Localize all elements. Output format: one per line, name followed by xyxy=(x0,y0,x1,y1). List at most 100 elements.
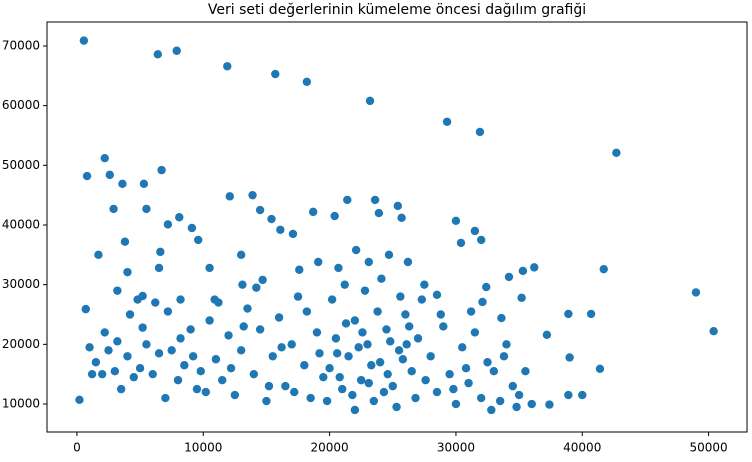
x-tick-label: 10000 xyxy=(184,441,222,455)
point xyxy=(343,195,352,205)
point xyxy=(118,179,127,189)
point xyxy=(281,381,290,391)
point xyxy=(476,393,486,403)
point xyxy=(451,399,461,409)
point xyxy=(344,352,353,361)
point xyxy=(402,340,411,349)
point xyxy=(350,405,360,415)
point xyxy=(75,395,84,405)
point xyxy=(288,229,298,239)
point xyxy=(125,310,135,319)
point xyxy=(109,204,118,214)
point xyxy=(334,263,343,273)
point xyxy=(475,127,485,137)
point xyxy=(370,195,380,205)
point xyxy=(156,247,165,257)
point xyxy=(138,291,147,301)
point xyxy=(255,205,265,215)
y-tick-label: 70000 xyxy=(2,38,40,52)
point xyxy=(176,334,185,343)
point xyxy=(214,298,223,307)
point xyxy=(110,366,120,376)
point xyxy=(225,192,235,201)
point xyxy=(243,304,252,313)
point xyxy=(192,384,202,394)
x-tick-label: 30000 xyxy=(437,441,475,455)
point xyxy=(394,346,404,355)
point xyxy=(530,263,539,272)
point xyxy=(135,364,145,373)
point xyxy=(308,207,318,217)
point xyxy=(100,328,109,337)
point xyxy=(518,266,528,276)
point xyxy=(295,265,304,274)
point xyxy=(271,69,280,79)
point xyxy=(495,396,505,406)
point xyxy=(464,378,473,388)
point xyxy=(224,331,233,340)
point xyxy=(290,387,299,397)
point xyxy=(264,381,274,391)
point xyxy=(319,372,328,382)
x-tick-label: 0 xyxy=(73,441,81,455)
point xyxy=(335,372,344,382)
point xyxy=(248,190,257,200)
point xyxy=(691,288,701,297)
point xyxy=(161,393,170,403)
point xyxy=(154,349,164,358)
point xyxy=(205,263,214,273)
point xyxy=(138,323,147,332)
point xyxy=(449,384,458,394)
point xyxy=(373,307,382,316)
point xyxy=(123,267,132,277)
point xyxy=(85,343,94,352)
point xyxy=(497,313,506,323)
point xyxy=(420,280,429,289)
point xyxy=(239,322,248,331)
point xyxy=(116,384,126,394)
point xyxy=(201,387,210,397)
point xyxy=(354,343,363,352)
point xyxy=(487,405,496,415)
point xyxy=(262,396,271,406)
point xyxy=(258,275,267,285)
point xyxy=(104,346,113,355)
point xyxy=(176,295,185,304)
point xyxy=(332,349,342,358)
point xyxy=(188,352,198,361)
point xyxy=(612,148,621,157)
point xyxy=(365,96,375,106)
point xyxy=(139,179,149,189)
point xyxy=(173,375,183,385)
point xyxy=(426,352,435,361)
point xyxy=(87,369,97,379)
point xyxy=(348,390,357,400)
y-tick-label: 60000 xyxy=(2,98,40,112)
point xyxy=(105,170,114,180)
y-tick-label: 40000 xyxy=(2,218,40,232)
point xyxy=(499,352,509,361)
point xyxy=(364,378,373,388)
point xyxy=(514,390,524,400)
x-tick-label: 20000 xyxy=(311,441,349,455)
point xyxy=(470,328,480,337)
point xyxy=(81,304,90,314)
point xyxy=(377,274,386,283)
point xyxy=(578,390,587,400)
point xyxy=(393,201,403,211)
point xyxy=(351,245,361,255)
point xyxy=(157,165,166,175)
point xyxy=(277,343,286,352)
point xyxy=(476,235,486,245)
point xyxy=(151,298,160,307)
x-tick-label: 50000 xyxy=(690,441,728,455)
point xyxy=(451,216,461,226)
y-tick-label: 20000 xyxy=(2,337,40,351)
x-tick-label: 40000 xyxy=(563,441,601,455)
point xyxy=(255,325,265,334)
point xyxy=(226,364,236,373)
point xyxy=(236,250,246,260)
point xyxy=(565,353,574,362)
